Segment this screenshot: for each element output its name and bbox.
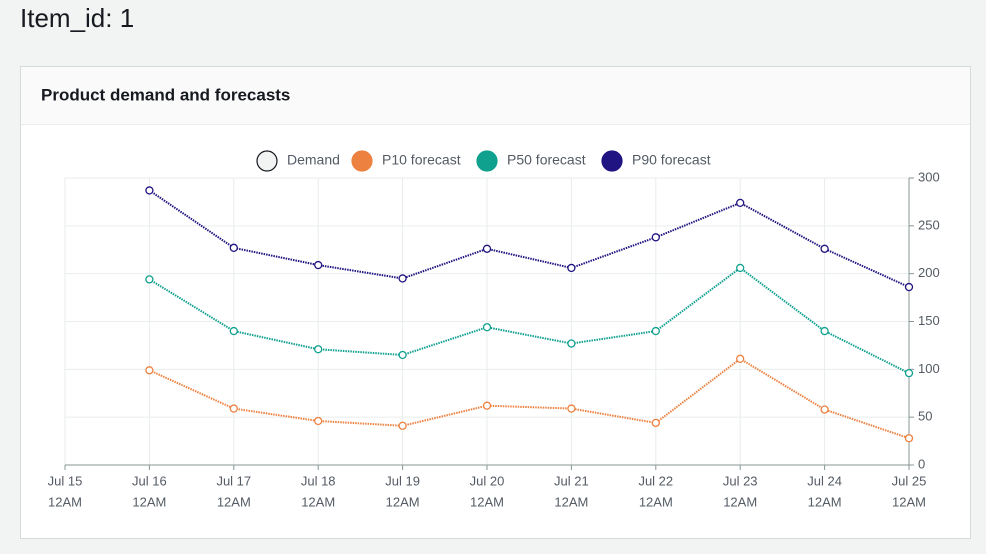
point — [314, 260, 323, 270]
point — [145, 366, 154, 375]
x-tick-label: 12AM — [554, 494, 588, 509]
point — [904, 369, 914, 378]
legend-label: P50 forecast — [507, 152, 586, 168]
point — [736, 263, 745, 273]
point — [229, 243, 238, 252]
point — [482, 323, 492, 332]
x-tick-label: 12AM — [639, 494, 673, 509]
point — [482, 244, 492, 253]
legend-swatch — [351, 150, 373, 172]
page-title: Item_id: 1 — [20, 3, 134, 33]
x-tick-label: Jul 19 — [385, 473, 420, 488]
x-tick-label: 12AM — [892, 494, 926, 509]
legend-label: Demand — [287, 152, 340, 168]
y-tick-label: 200 — [918, 265, 940, 280]
card — [20, 66, 971, 539]
point — [482, 401, 492, 410]
point — [820, 244, 829, 253]
x-tick-label: Jul 21 — [554, 473, 589, 488]
x-tick-label: Jul 23 — [723, 473, 758, 488]
point — [145, 186, 154, 195]
x-tick-label: Jul 22 — [638, 473, 673, 488]
series-line — [148, 266, 910, 375]
point — [820, 405, 829, 414]
series-line — [148, 357, 910, 440]
point — [229, 404, 238, 413]
legend-label: P10 forecast — [382, 152, 461, 168]
point — [398, 350, 407, 360]
x-tick-label: 12AM — [386, 494, 420, 509]
point — [229, 326, 238, 336]
x-tick-label: 12AM — [723, 494, 757, 509]
x-tick-label: Jul 20 — [470, 473, 505, 488]
x-tick-label: Jul 25 — [892, 473, 927, 488]
series-line — [148, 189, 910, 288]
x-tick-label: 12AM — [48, 494, 82, 509]
point — [567, 263, 576, 273]
x-tick-label: 12AM — [132, 494, 166, 509]
y-tick-label: 300 — [918, 169, 940, 184]
x-tick-label: 12AM — [470, 494, 504, 509]
legend-swatch — [601, 150, 623, 172]
point — [314, 416, 323, 426]
x-tick-label: 12AM — [217, 494, 251, 509]
point — [567, 404, 576, 413]
x-tick-label: 12AM — [808, 494, 842, 509]
point — [145, 275, 154, 284]
point — [904, 434, 914, 443]
x-tick-label: 12AM — [301, 494, 335, 509]
x-tick-label: Jul 18 — [301, 473, 336, 488]
point — [736, 198, 745, 208]
x-tick-label: Jul 15 — [48, 473, 83, 488]
y-tick-label: 50 — [918, 409, 932, 424]
y-tick-label: 0 — [918, 456, 925, 471]
legend-label: P90 forecast — [632, 152, 711, 168]
legend-swatch — [256, 150, 278, 172]
y-tick-label: 250 — [918, 217, 940, 232]
x-tick-label: Jul 17 — [216, 473, 251, 488]
card-header — [21, 67, 970, 124]
point — [398, 274, 407, 283]
point — [567, 339, 576, 348]
x-tick-label: Jul 24 — [807, 473, 842, 488]
point — [904, 282, 914, 292]
point — [820, 326, 829, 336]
point — [651, 233, 660, 242]
legend-swatch — [476, 150, 498, 172]
point — [736, 354, 745, 363]
y-tick-label: 150 — [918, 313, 940, 328]
point — [651, 326, 660, 336]
y-tick-label: 100 — [918, 361, 940, 376]
point — [398, 421, 407, 430]
card-title: Product demand and forecasts — [41, 85, 290, 104]
point — [651, 418, 660, 428]
x-tick-label: Jul 16 — [132, 473, 167, 488]
point — [314, 345, 323, 354]
